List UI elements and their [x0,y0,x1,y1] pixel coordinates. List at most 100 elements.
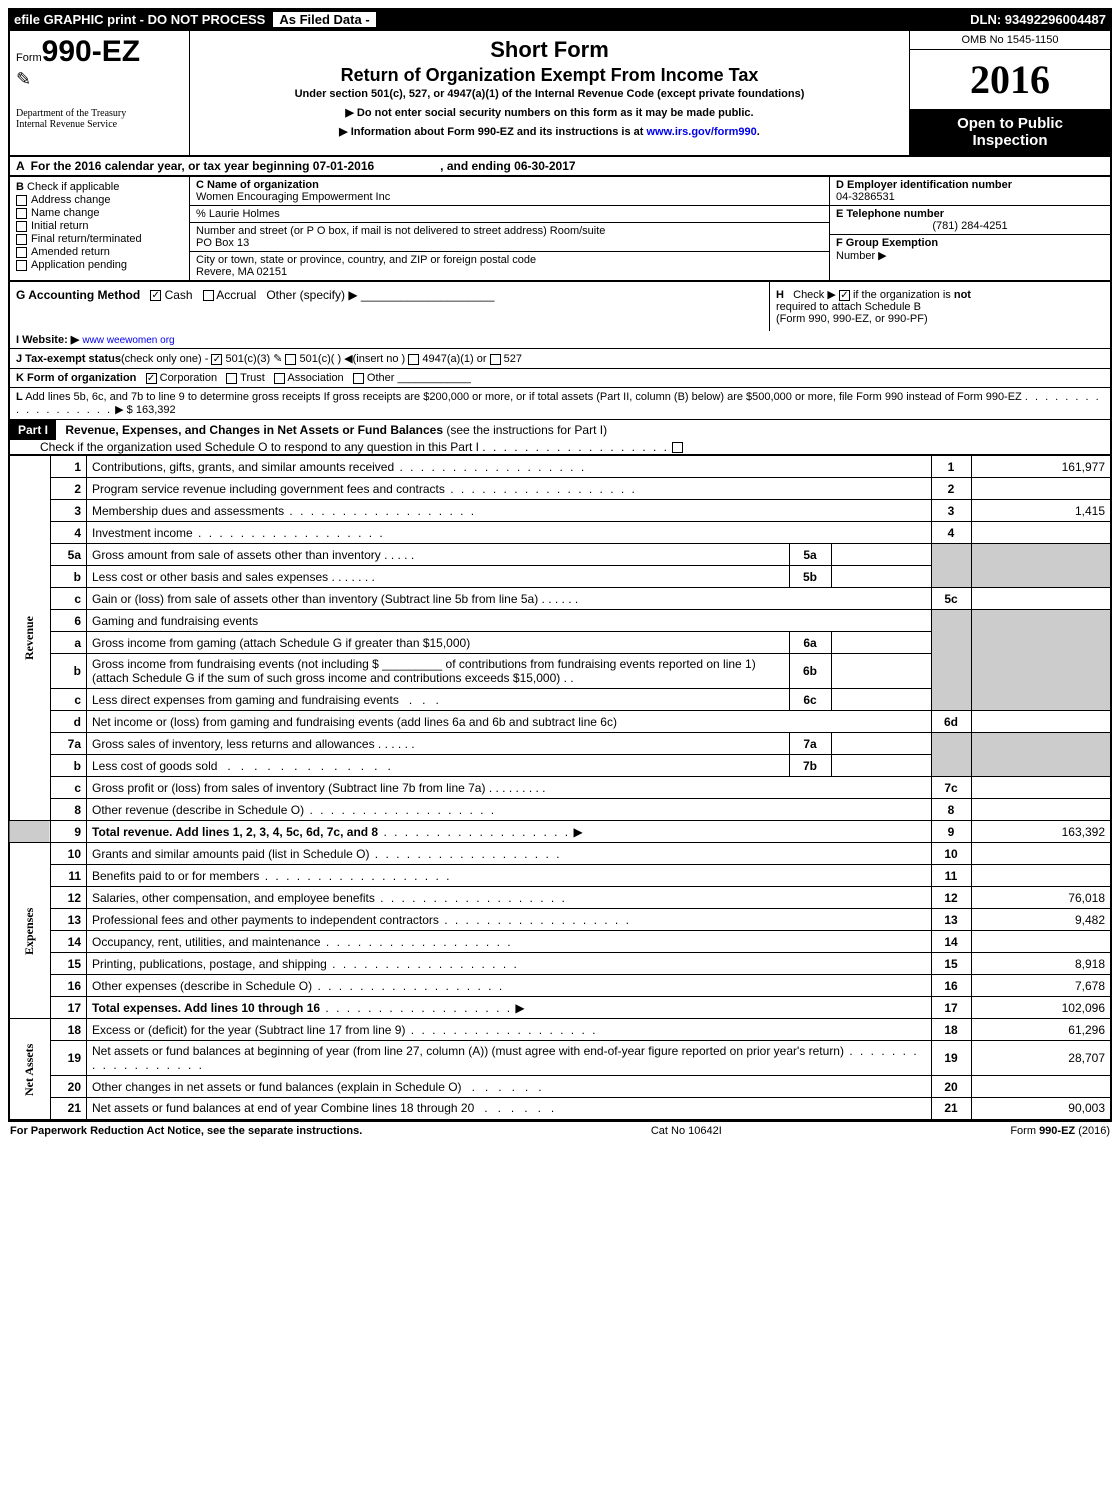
row-gh: G Accounting Method ✓ Cash Accrual Other… [8,280,1112,331]
amt-14 [971,931,1111,953]
side-expenses: Expenses [9,843,51,1019]
omb-number: OMB No 1545-1150 [910,31,1110,50]
amt-17: 102,096 [971,997,1111,1019]
subtitle: Under section 501(c), 527, or 4947(a)(1)… [198,88,901,100]
c-label: C Name of organization [196,179,823,191]
line-7a: 7a Gross sales of inventory, less return… [9,733,1111,755]
chk-amended-return[interactable] [16,247,27,258]
as-filed-text: As Filed Data - [273,12,375,27]
f-label: F Group Exemption [836,237,938,249]
line-5a: 5a Gross amount from sale of assets othe… [9,544,1111,566]
col-b: B Check if applicable Address change Nam… [10,177,190,280]
amt-6d [971,711,1111,733]
form-number: 990-EZ [42,35,140,68]
amt-16: 7,678 [971,975,1111,997]
efile-topbar: efile GRAPHIC print - DO NOT PROCESS As … [8,8,1112,31]
line-15: 15 Printing, publications, postage, and … [9,953,1111,975]
cat-no: Cat No 10642I [651,1125,722,1137]
part1-header: Part I Revenue, Expenses, and Changes in… [8,420,1112,455]
line-19: 19 Net assets or fund balances at beginn… [9,1041,1111,1076]
chk-accrual[interactable] [203,290,214,301]
line-18: Net Assets 18 Excess or (deficit) for th… [9,1019,1111,1041]
amt-7c [971,777,1111,799]
row-j: J Tax-exempt status(check only one) - ✓ … [8,348,1112,369]
header-left: Form990-EZ ✎ Department of the Treasury … [10,31,190,155]
line-13: 13 Professional fees and other payments … [9,909,1111,931]
chk-527[interactable] [490,354,501,365]
chk-corp[interactable]: ✓ [146,373,157,384]
row-i: I Website: ▶ www weewomen org [8,331,1112,348]
amt-4 [971,522,1111,544]
line-16: 16 Other expenses (describe in Schedule … [9,975,1111,997]
dept-treasury: Department of the Treasury [16,108,183,119]
form-header: Form990-EZ ✎ Department of the Treasury … [8,31,1112,157]
form-ref: Form 990-EZ (2016) [1010,1125,1110,1137]
row-l: L Add lines 5b, 6c, and 7b to line 9 to … [8,388,1112,420]
line-2: 2 Program service revenue including gove… [9,478,1111,500]
chk-trust[interactable] [226,373,237,384]
amt-3: 1,415 [971,500,1111,522]
tax-year-begin: For the 2016 calendar year, or tax year … [31,159,375,173]
line-12: 12 Salaries, other compensation, and emp… [9,887,1111,909]
chk-assoc[interactable] [274,373,285,384]
return-title: Return of Organization Exempt From Incom… [198,65,901,86]
open-to-public: Open to Public Inspection [910,109,1110,155]
line-10: Expenses 10 Grants and similar amounts p… [9,843,1111,865]
line-6d: d Net income or (loss) from gaming and f… [9,711,1111,733]
line-20: 20 Other changes in net assets or fund b… [9,1076,1111,1098]
irs-link[interactable]: www.irs.gov/form990 [647,126,757,138]
chk-final-return[interactable] [16,234,27,245]
amt-2 [971,478,1111,500]
ein-val: 04-3286531 [836,191,1104,203]
addr-label: Number and street (or P O box, if mail i… [196,225,823,237]
chk-name-change[interactable] [16,208,27,219]
amt-13: 9,482 [971,909,1111,931]
line-7c: c Gross profit or (loss) from sales of i… [9,777,1111,799]
chk-501c[interactable] [285,354,296,365]
dln-text: DLN: 93492296004487 [970,12,1106,27]
line-11: 11 Benefits paid to or for members 11 [9,865,1111,887]
row-a: A For the 2016 calendar year, or tax yea… [8,157,1112,177]
f-label2: Number ▶ [836,250,887,262]
irs-text: Internal Revenue Service [16,119,183,130]
amt-11 [971,865,1111,887]
amt-15: 8,918 [971,953,1111,975]
page-footer: For Paperwork Reduction Act Notice, see … [8,1121,1112,1140]
line-3: 3 Membership dues and assessments 3 1,41… [9,500,1111,522]
line-21: 21 Net assets or fund balances at end of… [9,1098,1111,1120]
chk-other-org[interactable] [353,373,364,384]
chk-sched-o[interactable] [672,442,683,453]
amt-5c [971,588,1111,610]
efile-text: efile GRAPHIC print - DO NOT PROCESS [14,12,265,27]
amt-12: 76,018 [971,887,1111,909]
chk-address-change[interactable] [16,195,27,206]
info-note: ▶ Information about Form 990-EZ and its … [198,125,901,138]
col-c: C Name of organization Women Encouraging… [190,177,830,280]
part1-table: Revenue 1 Contributions, gifts, grants, … [8,455,1112,1121]
amt-10 [971,843,1111,865]
website-link[interactable]: www weewomen org [82,335,174,346]
amt-19: 28,707 [971,1041,1111,1076]
amt-21: 90,003 [971,1098,1111,1120]
row-k: K Form of organization ✓ Corporation Tru… [8,369,1112,388]
chk-sched-b[interactable]: ✓ [839,290,850,301]
chk-4947[interactable] [408,354,419,365]
ssn-note: ▶ Do not enter social security numbers o… [198,106,901,119]
tax-year-end: , and ending 06-30-2017 [440,159,575,173]
chk-501c3[interactable]: ✓ [211,354,222,365]
header-right: OMB No 1545-1150 2016 Open to Public Ins… [910,31,1110,155]
line-1: Revenue 1 Contributions, gifts, grants, … [9,456,1111,478]
line-8: 8 Other revenue (describe in Schedule O)… [9,799,1111,821]
care-of: % Laurie Holmes [190,206,829,223]
city-val: Revere, MA 02151 [196,266,823,278]
e-label: E Telephone number [836,208,1104,220]
chk-application-pending[interactable] [16,260,27,271]
header-mid: Short Form Return of Organization Exempt… [190,31,910,155]
col-h: H Check ▶ ✓ if the organization is not r… [770,282,1110,331]
form-prefix: Form [16,52,42,64]
chk-initial-return[interactable] [16,221,27,232]
d-label: D Employer identification number [836,179,1104,191]
chk-cash[interactable]: ✓ [150,290,161,301]
amt-18: 61,296 [971,1019,1111,1041]
amt-8 [971,799,1111,821]
